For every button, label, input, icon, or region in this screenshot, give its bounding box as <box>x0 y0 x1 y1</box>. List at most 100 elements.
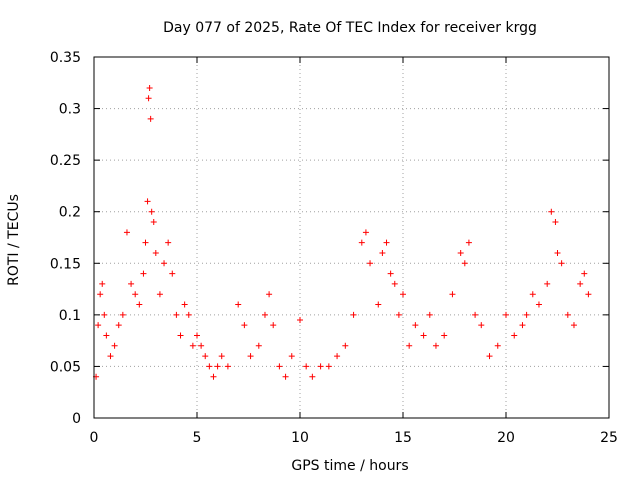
data-point <box>148 208 155 215</box>
x-tick-label: 5 <box>193 430 202 446</box>
data-point <box>145 95 152 102</box>
data-point <box>395 311 402 318</box>
data-point <box>554 249 561 256</box>
data-point <box>334 353 341 360</box>
data-point <box>581 270 588 277</box>
x-tick-label: 15 <box>394 430 412 446</box>
data-point <box>544 280 551 287</box>
data-point <box>266 291 273 298</box>
data-point <box>494 342 501 349</box>
data-point <box>317 363 324 370</box>
data-point <box>169 270 176 277</box>
data-point <box>152 249 159 256</box>
data-point <box>255 342 262 349</box>
y-tick-label: 0 <box>72 411 81 427</box>
plot-frame <box>93 56 610 419</box>
data-point <box>472 311 479 318</box>
data-point <box>198 342 205 349</box>
data-point <box>511 332 518 339</box>
y-tick-label: 0.3 <box>59 102 81 118</box>
y-axis-label: ROTI / TECUs <box>6 194 22 286</box>
data-point <box>97 291 104 298</box>
data-point <box>420 332 427 339</box>
data-point <box>132 291 139 298</box>
data-point <box>383 239 390 246</box>
data-point <box>147 115 154 122</box>
data-point <box>449 291 456 298</box>
data-point <box>367 260 374 267</box>
data-point <box>297 317 303 324</box>
data-point <box>210 373 217 380</box>
data-point <box>350 311 357 318</box>
y-tick-label: 0.15 <box>50 256 81 272</box>
data-point <box>503 311 509 318</box>
data-point <box>276 363 283 370</box>
data-point <box>177 332 184 339</box>
data-point <box>577 280 584 287</box>
data-point <box>465 239 472 246</box>
data-point <box>185 311 192 318</box>
data-point <box>123 229 130 236</box>
data-point <box>156 291 163 298</box>
data-point <box>358 239 365 246</box>
data-point <box>261 311 268 318</box>
data-point <box>325 363 332 370</box>
data-point <box>161 260 168 267</box>
x-tick-label: 20 <box>497 430 515 446</box>
data-point <box>535 301 542 308</box>
data-point <box>564 311 571 318</box>
data-point <box>478 322 485 329</box>
data-point <box>107 353 114 360</box>
axis-ticks: 0 5 10 15 20 25 0 0.05 0.1 0.15 0.2 0.25 0.3 0.35 <box>50 50 618 446</box>
x-tick-label: 0 <box>90 430 99 446</box>
data-point <box>189 342 196 349</box>
data-point <box>181 301 188 308</box>
data-point <box>173 311 180 318</box>
y-tick-label: 0.1 <box>59 308 81 324</box>
data-point <box>309 373 316 380</box>
data-point <box>270 322 277 329</box>
data-point <box>235 301 242 308</box>
data-point <box>548 208 555 215</box>
data-point <box>486 353 493 360</box>
data-point <box>218 353 225 360</box>
scatter-points <box>93 84 592 380</box>
data-point <box>519 322 526 329</box>
data-point <box>146 84 153 91</box>
data-point <box>144 198 151 205</box>
data-point <box>136 301 143 308</box>
data-point <box>115 322 122 329</box>
data-point <box>523 311 530 318</box>
data-point <box>570 322 577 329</box>
data-point <box>529 291 536 298</box>
data-point <box>375 301 382 308</box>
data-point <box>461 260 468 267</box>
data-point <box>282 373 289 380</box>
data-point <box>412 322 419 329</box>
data-point <box>426 311 433 318</box>
data-point <box>379 249 386 256</box>
data-point <box>194 332 200 339</box>
data-point <box>247 353 254 360</box>
data-point <box>206 363 213 370</box>
x-tick-label: 10 <box>291 430 309 446</box>
data-point <box>406 342 413 349</box>
data-point <box>362 229 369 236</box>
data-point <box>457 249 464 256</box>
data-point <box>142 239 149 246</box>
data-point <box>552 219 559 226</box>
data-point <box>441 332 448 339</box>
data-point <box>119 311 126 318</box>
x-axis-label: GPS time / hours <box>291 458 408 474</box>
data-point <box>99 280 106 287</box>
data-point <box>128 280 135 287</box>
data-point <box>400 291 406 298</box>
y-tick-label: 0.2 <box>59 205 81 221</box>
data-point <box>224 363 231 370</box>
data-point <box>387 270 394 277</box>
data-point <box>432 342 439 349</box>
data-point <box>103 332 110 339</box>
data-point <box>585 291 592 298</box>
